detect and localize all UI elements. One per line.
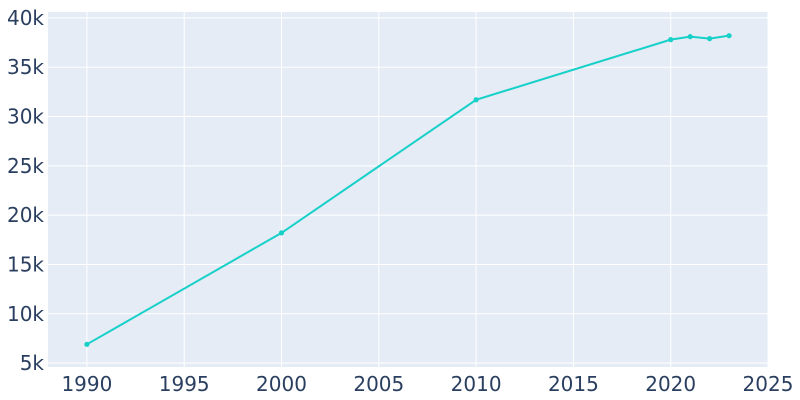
x-axis-tick-labels: 1990 1995 2000 2005 2010 2015 2020 2025 <box>61 372 793 396</box>
data-point <box>668 37 674 43</box>
x-tick-label: 2005 <box>353 372 404 396</box>
x-tick-label: 1990 <box>61 372 112 396</box>
y-tick-label: 40k <box>7 6 44 30</box>
data-point <box>687 34 693 40</box>
y-tick-label: 5k <box>20 351 45 375</box>
y-tick-label: 25k <box>7 154 44 178</box>
y-axis-tick-labels: 5k 10k 15k 20k 25k 30k 35k 40k <box>7 6 44 375</box>
data-point <box>726 33 732 39</box>
x-tick-label: 2015 <box>548 372 599 396</box>
x-gridlines <box>86 12 769 367</box>
x-tick-label: 2025 <box>743 372 794 396</box>
y-tick-label: 35k <box>7 55 44 79</box>
x-tick-label: 2000 <box>256 372 307 396</box>
x-tick-label: 2010 <box>451 372 502 396</box>
y-gridlines <box>48 17 768 364</box>
data-point <box>84 341 90 347</box>
y-tick-label: 30k <box>7 105 44 129</box>
plot-area <box>48 12 768 367</box>
data-point <box>707 36 713 42</box>
y-tick-label: 10k <box>7 302 44 326</box>
data-point <box>473 97 479 103</box>
data-point <box>278 230 285 236</box>
x-tick-label: 2020 <box>645 372 696 396</box>
y-tick-label: 20k <box>7 203 44 227</box>
series-layer <box>84 33 732 347</box>
y-tick-label: 15k <box>7 252 44 276</box>
x-tick-label: 1995 <box>159 372 210 396</box>
